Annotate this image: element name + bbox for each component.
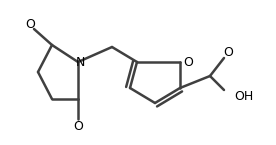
Text: OH: OH bbox=[234, 89, 253, 103]
Text: O: O bbox=[183, 56, 193, 68]
Text: O: O bbox=[25, 19, 35, 31]
Text: O: O bbox=[223, 46, 233, 58]
Text: N: N bbox=[75, 56, 85, 68]
Text: O: O bbox=[73, 120, 83, 134]
